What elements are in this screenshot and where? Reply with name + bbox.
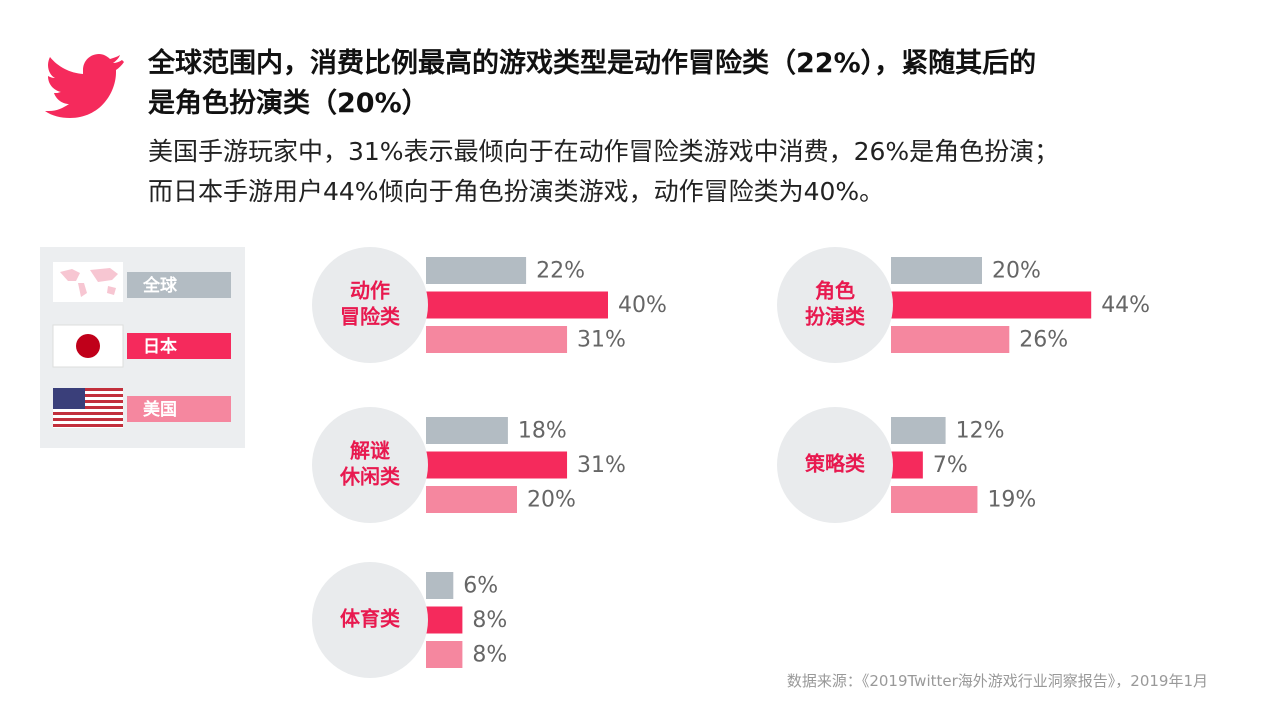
value-label: 18% — [518, 419, 567, 444]
category-label: 冒险类 — [340, 305, 400, 329]
bar — [891, 257, 982, 284]
category-label: 动作 — [350, 279, 390, 303]
category-label: 扮演类 — [805, 305, 865, 329]
value-label: 22% — [536, 259, 585, 284]
value-label: 26% — [1019, 328, 1068, 353]
legend-label: 美国 — [143, 399, 177, 420]
value-label: 8% — [472, 608, 507, 633]
legend-label: 日本 — [143, 336, 177, 357]
value-label: 7% — [933, 453, 968, 478]
bar — [891, 451, 923, 479]
bar — [426, 641, 463, 668]
value-label: 40% — [618, 293, 667, 318]
flag-japan — [52, 324, 124, 368]
bar — [891, 291, 1092, 319]
source: 数据来源：《2019Twitter海外游戏行业洞察报告》，2019年1月 — [787, 672, 1208, 690]
value-label: 19% — [987, 488, 1036, 513]
category-label: 角色 — [815, 279, 855, 303]
bar — [426, 291, 608, 319]
bar — [426, 606, 463, 634]
flag-world — [53, 262, 123, 302]
title: 是角色扮演类（20%） — [148, 87, 429, 119]
flag-usa — [53, 388, 123, 428]
legend-swatch — [127, 396, 231, 422]
bar — [426, 572, 454, 599]
value-label: 31% — [577, 453, 626, 478]
bar — [426, 326, 568, 353]
bar — [891, 326, 1010, 353]
legend-swatch — [127, 333, 231, 359]
value-label: 44% — [1101, 293, 1150, 318]
subtitle: 美国手游玩家中，31%表示最倾向于在动作冒险类游戏中消费，26%是角色扮演； — [148, 137, 1059, 166]
value-label: 8% — [472, 643, 507, 668]
twitter-logo — [45, 54, 124, 118]
value-label: 31% — [577, 328, 626, 353]
value-label: 20% — [527, 488, 576, 513]
bar — [426, 257, 527, 284]
bar — [426, 451, 568, 479]
bar — [891, 486, 978, 513]
category-circle — [312, 407, 428, 523]
legend-label: 全球 — [142, 275, 178, 296]
legend-swatch — [127, 272, 231, 298]
category-label: 体育类 — [340, 607, 400, 631]
category-circle — [777, 247, 893, 363]
category-label: 解谜 — [350, 439, 390, 463]
value-label: 6% — [463, 574, 498, 599]
category-circle — [777, 407, 893, 523]
bar — [426, 417, 508, 444]
subtitle: 而日本手游用户44%倾向于角色扮演类游戏，动作冒险类为40%。 — [148, 177, 884, 206]
category-circle — [312, 562, 428, 678]
value-label: 20% — [992, 259, 1041, 284]
bar — [426, 486, 517, 513]
title: 全球范围内，消费比例最高的游戏类型是动作冒险类（22%），紧随其后的 — [147, 47, 1036, 79]
category-label: 策略类 — [805, 452, 865, 476]
value-label: 12% — [956, 419, 1005, 444]
bar — [891, 417, 946, 444]
category-circle — [312, 247, 428, 363]
category-label: 休闲类 — [339, 465, 400, 489]
